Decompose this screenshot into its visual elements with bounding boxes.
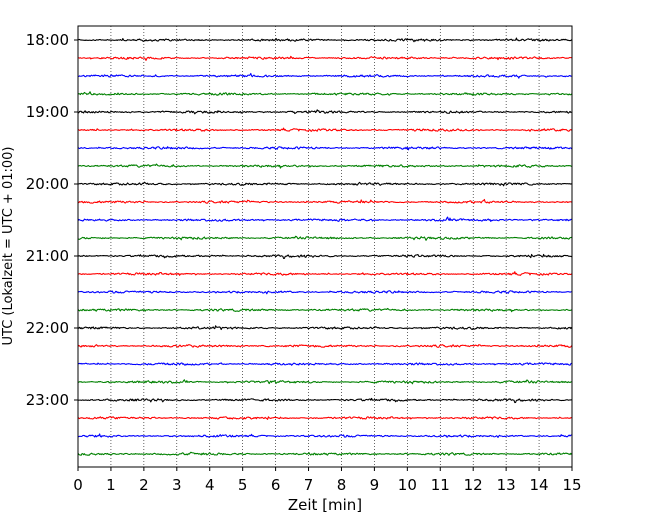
- trace-1930: [77, 146, 573, 151]
- trace-1900: [77, 109, 572, 115]
- trace-2015: [77, 198, 572, 204]
- trace-1830: [77, 72, 572, 79]
- trace-1915: [77, 127, 572, 132]
- x-tick-label: 3: [172, 476, 182, 494]
- x-axis-ticks: 0 1 2 3 4 5 6 7 8 9 10 11 12 13 14 15: [73, 467, 582, 494]
- y-axis-label: UTC (Lokalzeit = UTC + 01:00): [1, 147, 16, 346]
- trace-2245: [77, 379, 572, 385]
- trace-2300: [77, 397, 572, 404]
- trace-2200: [77, 325, 573, 331]
- x-tick-label: 2: [139, 476, 149, 494]
- y-tick-label: 19:00: [26, 103, 69, 121]
- trace-2130: [77, 290, 572, 295]
- y-tick-label: 20:00: [26, 175, 69, 193]
- trace-2330: [77, 433, 572, 438]
- x-tick-label: 15: [562, 476, 581, 494]
- x-tick-label: 5: [238, 476, 248, 494]
- y-tick-label: 18:00: [26, 31, 69, 49]
- x-tick-label: 12: [464, 476, 483, 494]
- seismic-traces: [77, 37, 573, 456]
- trace-2045: [77, 235, 572, 241]
- trace-2115: [77, 271, 572, 276]
- y-tick-label: 22:00: [26, 319, 69, 337]
- trace-2215: [77, 344, 573, 348]
- x-tick-label: 14: [530, 476, 549, 494]
- x-tick-label: 0: [73, 476, 83, 494]
- trace-1945: [77, 163, 572, 169]
- grid-lines: [110, 26, 540, 467]
- x-tick-label: 13: [497, 476, 516, 494]
- trace-2030: [77, 216, 572, 223]
- trace-1815: [77, 55, 572, 61]
- x-tick-label: 10: [398, 476, 417, 494]
- trace-1800: [77, 37, 573, 43]
- trace-1845: [77, 91, 573, 96]
- x-tick-label: 8: [337, 476, 347, 494]
- trace-2230: [77, 362, 572, 366]
- trace-2315: [77, 416, 572, 420]
- x-tick-label: 11: [431, 476, 450, 494]
- trace-2345: [77, 451, 573, 456]
- trace-2100: [77, 253, 572, 260]
- y-tick-label: 23:00: [26, 391, 69, 409]
- x-tick-label: 7: [304, 476, 314, 494]
- x-axis-label: Zeit [min]: [288, 496, 362, 514]
- x-tick-label: 9: [370, 476, 380, 494]
- y-axis-ticks: 18:00 19:00 20:00 21:00 22:00 23:00: [26, 31, 78, 409]
- y-tick-label: 21:00: [26, 247, 69, 265]
- x-tick-label: 6: [271, 476, 281, 494]
- trace-2000: [77, 181, 572, 187]
- x-tick-label: 4: [205, 476, 215, 494]
- x-tick-label: 1: [106, 476, 116, 494]
- plot-frame: [77, 25, 573, 468]
- trace-2145: [77, 307, 572, 313]
